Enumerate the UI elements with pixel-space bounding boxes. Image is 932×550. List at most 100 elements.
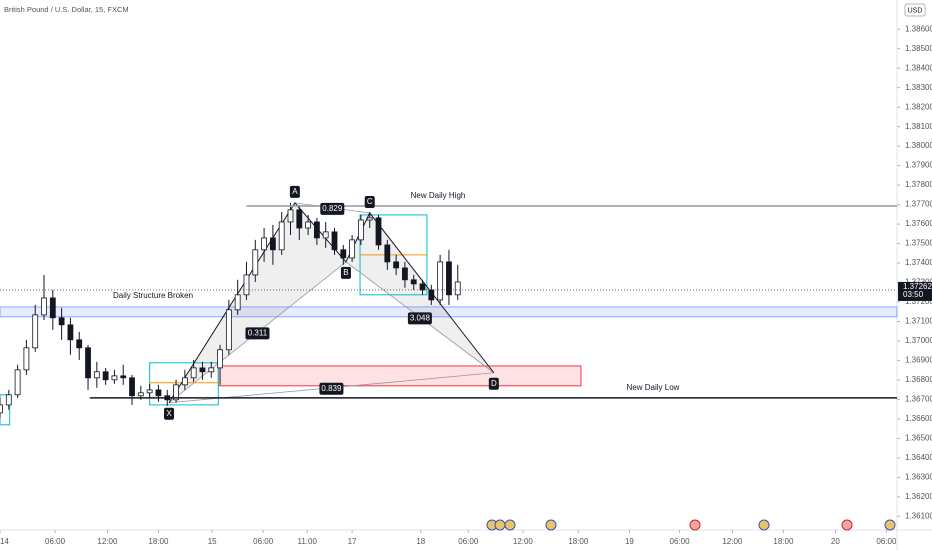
y-tick-label: 1.36600 [905, 414, 932, 423]
point-badge [340, 266, 351, 279]
y-tick-label: 1.36300 [905, 472, 932, 481]
candle-body [58, 317, 65, 326]
x-tick-label: 06:00 [670, 537, 691, 546]
candle-body [181, 377, 188, 386]
candle-body [287, 209, 294, 223]
candle-body [23, 347, 30, 371]
candle-body [76, 339, 83, 349]
candle-body [217, 349, 223, 369]
candle-body [49, 297, 56, 319]
event-icon[interactable] [545, 519, 557, 531]
axis: 1.36100 1.36200 1.36300 1.36400 1.36500 1.366… [0, 24, 932, 546]
y-tick-label: 1.37900 [905, 161, 932, 170]
y-tick-label: 1.38500 [905, 44, 932, 53]
event-icon[interactable] [504, 519, 516, 531]
currency[interactable]: USD [908, 7, 923, 14]
pattern-fill [345, 212, 494, 373]
candle-body [14, 369, 21, 396]
candle-body [410, 279, 417, 285]
candle-body [446, 261, 452, 296]
x-tick-label: 11:00 [297, 537, 317, 546]
candle-body [340, 249, 347, 259]
ratio-label: 0.829 [322, 204, 343, 213]
candle-body [305, 221, 311, 229]
candle-body [384, 244, 391, 263]
candle-body [278, 221, 285, 251]
x-tick-label: 18:00 [568, 537, 589, 546]
candle-body [146, 389, 153, 394]
ratio-label: 0.839 [321, 384, 342, 393]
y-tick-label: 1.36800 [905, 375, 932, 384]
x-tick-label: 06:00 [876, 537, 897, 546]
candle-body [102, 371, 109, 381]
x-tick-label: 06:00 [45, 537, 66, 546]
plot-area: Daily Structure Broken New Daily High New … [0, 185, 898, 426]
candle-body [225, 309, 232, 351]
y-tick-label: 1.36900 [905, 356, 932, 365]
candle-body [67, 324, 74, 341]
candle-body [428, 289, 435, 301]
point-badge [488, 377, 499, 390]
point-label: B [343, 268, 348, 277]
candle-body [393, 261, 400, 269]
event-icon[interactable] [841, 519, 853, 531]
y-tick-label: 1.37200 [905, 297, 932, 306]
point-badge [364, 195, 375, 208]
countdown-label: 03:50 [903, 290, 924, 299]
y-tick-label: 1.37100 [905, 317, 932, 326]
candle-body [296, 209, 303, 229]
y-tick-label: 1.37600 [905, 219, 932, 228]
point-badge [289, 185, 300, 198]
candle-body [137, 392, 144, 397]
candle-body [199, 367, 206, 373]
candle-body [454, 281, 461, 296]
event-icon[interactable] [758, 519, 770, 531]
y-tick-label: 1.38200 [905, 102, 932, 111]
y-tick-label: 1.36700 [905, 395, 932, 404]
candle-body [243, 274, 250, 296]
candle-body [120, 375, 127, 379]
candle-body [322, 231, 329, 239]
candle-body [129, 377, 135, 397]
point-label: A [292, 187, 298, 196]
x-tick-label: 14 [0, 537, 9, 546]
point-badge [164, 407, 175, 420]
event-icon[interactable] [884, 519, 896, 531]
x-tick-label: 06:00 [253, 537, 274, 546]
x-tick-label: 12:00 [722, 537, 743, 546]
candle-body [5, 394, 12, 406]
candle-body [349, 239, 356, 259]
candle-body [402, 267, 408, 281]
event-icon[interactable] [494, 519, 506, 531]
y-tick-label: 1.37400 [905, 258, 932, 267]
zone [0, 306, 898, 318]
last-price-label: 1.37262 [903, 282, 932, 291]
y-tick-label: 1.38400 [905, 63, 932, 72]
box [217, 365, 582, 387]
currency-box[interactable] [904, 3, 926, 17]
ratio-badge [320, 202, 345, 215]
x-tick-label: 18:00 [148, 537, 169, 546]
level-label: New Daily Low [627, 383, 680, 392]
level-label: New Daily High [411, 191, 466, 200]
y-tick-label: 1.36500 [905, 434, 932, 443]
candle-body [419, 283, 426, 291]
event-icons [486, 519, 896, 531]
y-tick-label: 1.37000 [905, 336, 932, 345]
candle-body [208, 367, 215, 373]
candle-body [32, 314, 39, 349]
y-tick-label: 1.37500 [905, 239, 932, 248]
box [0, 394, 11, 426]
x-tick-label: 06:00 [458, 537, 479, 546]
x-tick-label: 12:00 [513, 537, 534, 546]
ratio-badge [319, 382, 344, 395]
candle-body [437, 261, 444, 301]
event-icon[interactable] [689, 519, 701, 531]
point-label: C [367, 197, 373, 206]
last-price-badge [898, 281, 932, 301]
y-tick-label: 1.36400 [905, 453, 932, 462]
point-label: D [491, 379, 497, 388]
x-tick-label: 18:00 [773, 537, 794, 546]
y-tick-label: 1.38100 [905, 122, 932, 131]
